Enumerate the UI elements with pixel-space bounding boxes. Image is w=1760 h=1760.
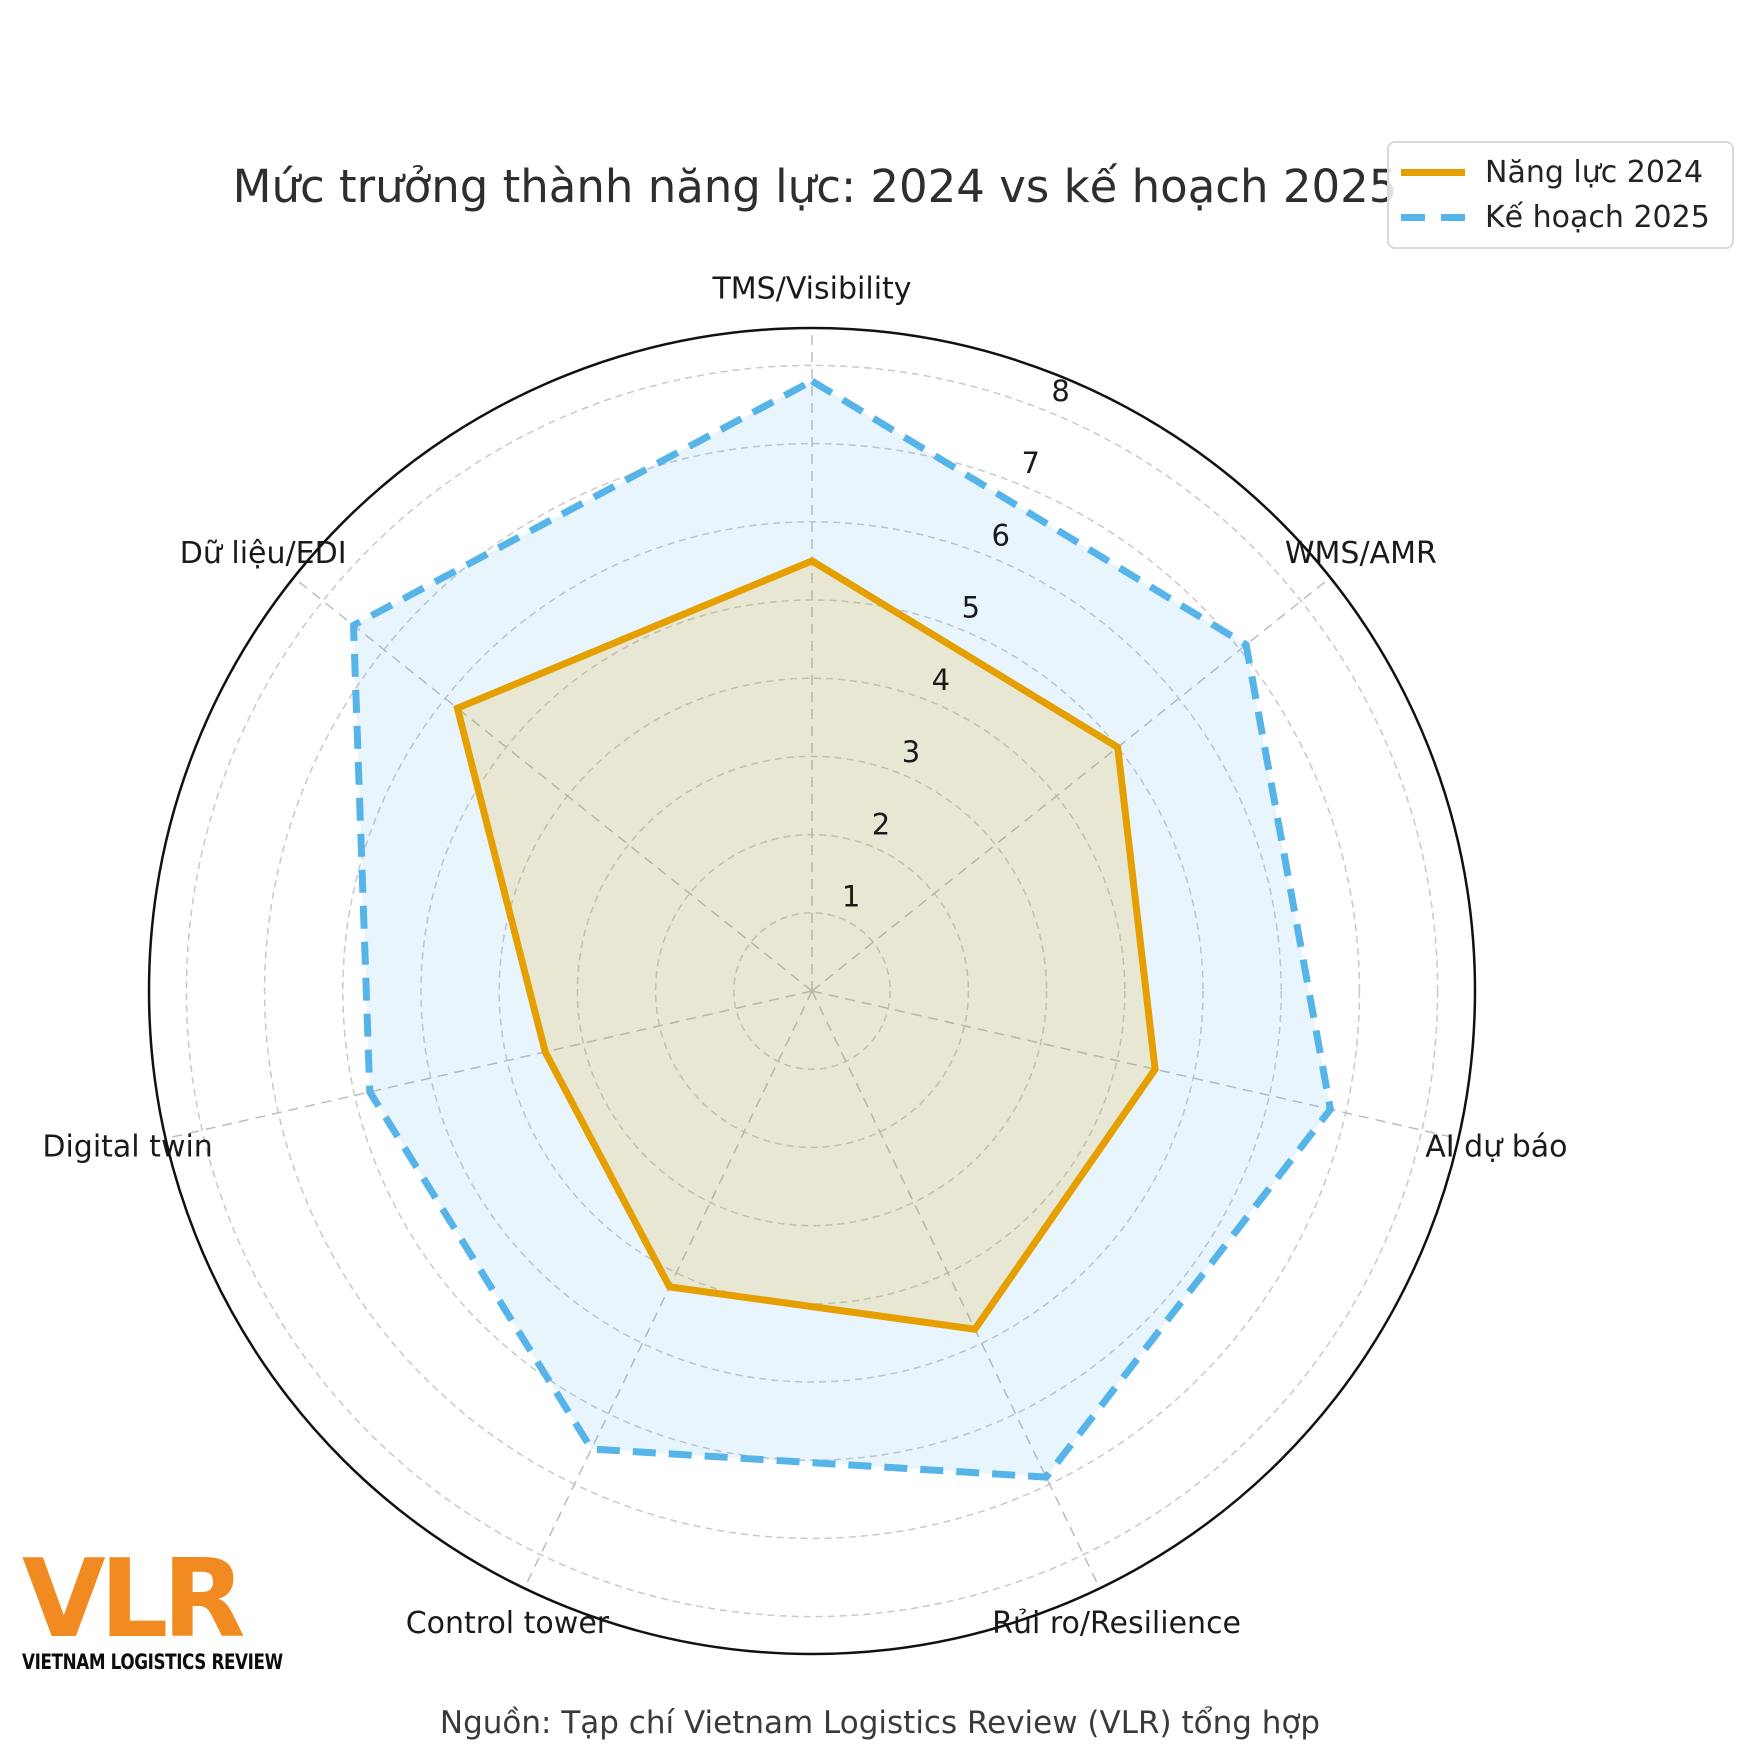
grid-spoke: [293, 577, 813, 992]
legend-swatch-dashed-line: [1401, 214, 1465, 221]
grid-ring: [733, 912, 891, 1070]
chart-title: Mức trưởng thành năng lực: 2024 vs kế ho…: [232, 160, 1398, 213]
grid-spoke: [811, 990, 1101, 1589]
legend-item-2025: Kế hoạch 2025: [1401, 200, 1710, 235]
grid-spoke: [811, 990, 1459, 1140]
grid-ring: [342, 521, 1282, 1461]
legend-swatch-solid-line: [1401, 169, 1465, 176]
source-caption: Nguồn: Tạp chí Vietnam Logistics Review …: [439, 1705, 1321, 1741]
series-polygon-2025: [349, 376, 1335, 1481]
grid-spoke: [165, 990, 813, 1140]
grid-ring: [185, 364, 1439, 1618]
radial-tick-label: 2: [872, 807, 890, 841]
grid-ring: [263, 442, 1361, 1540]
grid-ring: [498, 677, 1126, 1305]
series-polygon-2024: [453, 556, 1159, 1333]
radial-tick-label: 5: [962, 591, 980, 625]
legend: Năng lực 2024 Kế hoạch 2025: [1387, 141, 1734, 249]
category-label: Dữ liệu/EDI: [180, 536, 347, 571]
vlr-logo-text: VLR: [22, 1537, 246, 1662]
radial-tick-label: 3: [902, 735, 920, 769]
legend-label-2025: Kế hoạch 2025: [1485, 200, 1710, 235]
radial-tick-label: 7: [1021, 446, 1039, 480]
category-label: AI dự báo: [1425, 1130, 1567, 1165]
vlr-logo-subtext: VIETNAM LOGISTICS REVIEW: [22, 1650, 283, 1675]
radial-tick-label: 4: [932, 663, 950, 697]
category-label: TMS/Visibility: [711, 272, 911, 307]
radial-tick-label: 6: [992, 518, 1010, 552]
category-label: WMS/AMR: [1285, 536, 1437, 571]
radial-tick-label: 8: [1051, 374, 1069, 408]
category-label: Rủi ro/Resilience: [992, 1606, 1241, 1641]
outer-spine-circle: [147, 326, 1477, 1656]
category-label: Digital twin: [42, 1130, 212, 1165]
legend-label-2024: Năng lực 2024: [1485, 155, 1704, 190]
legend-item-2024: Năng lực 2024: [1401, 155, 1710, 190]
grid-ring: [576, 755, 1048, 1227]
radial-tick-label: 1: [842, 880, 860, 914]
vlr-logo: VLR VIETNAM LOGISTICS REVIEW: [22, 1537, 348, 1675]
